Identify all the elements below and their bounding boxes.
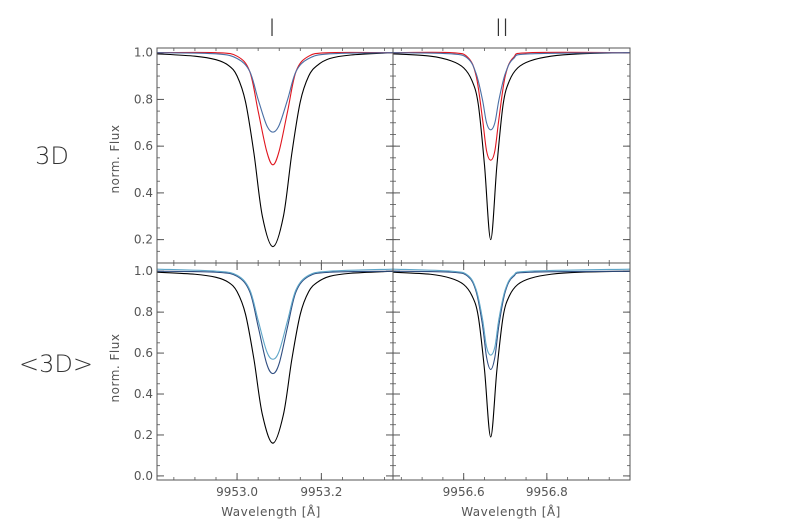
- plot-frame: [392, 262, 631, 481]
- xtick-label: 9956.8: [526, 485, 568, 499]
- line-series-black: [157, 52, 393, 248]
- panel-top-right: [392, 47, 631, 264]
- plot-frame: [392, 47, 631, 264]
- column-title-1: I: [268, 14, 275, 42]
- series-group: [393, 268, 630, 438]
- ytick-label: 0.2: [134, 233, 153, 247]
- row-title-3d: 3D: [35, 142, 69, 170]
- line-series-black: [157, 270, 393, 444]
- column-title-2: II: [495, 14, 509, 42]
- panel-bottom-left: 0.0 0.2 0.4 0.6 0.8 1.0 9953.0 9953.2: [134, 262, 394, 499]
- ytick-label: 1.0: [134, 264, 153, 278]
- xlabel-right: Wavelength [Å]: [461, 504, 561, 519]
- line-series-blue: [157, 52, 393, 133]
- row-title-mean-3d: <3D>: [19, 350, 93, 378]
- line-series-red: [393, 51, 630, 161]
- line-series-red: [157, 51, 393, 166]
- ytick-label: 0.6: [134, 139, 153, 153]
- xlabel-left: Wavelength [Å]: [221, 504, 321, 519]
- ytick-label: 0.8: [134, 305, 153, 319]
- line-series-blue_dark: [157, 270, 393, 375]
- line-series-blue_light: [157, 268, 393, 360]
- series-group: [157, 268, 393, 444]
- line-series-black: [393, 270, 630, 438]
- panel-bottom-right: 9956.6 9956.8: [392, 262, 631, 499]
- series-group: [393, 51, 630, 241]
- ytick-label: 0.6: [134, 346, 153, 360]
- ylabel-top: norm. Flux: [108, 125, 122, 194]
- ytick-label: 0.0: [134, 469, 153, 483]
- panel-top-left: 0.2 0.4 0.6 0.8 1.0: [134, 46, 394, 264]
- ytick-label: 1.0: [134, 46, 153, 60]
- ytick-label: 0.4: [134, 186, 153, 200]
- xtick-label: 9956.6: [443, 485, 485, 499]
- plot-frame: [156, 47, 394, 264]
- series-group: [157, 51, 393, 248]
- xtick-label: 9953.2: [300, 485, 342, 499]
- xtick-label: 9953.0: [216, 485, 258, 499]
- line-series-blue: [393, 52, 630, 131]
- ytick-label: 0.2: [134, 428, 153, 442]
- line-series-blue_light: [393, 268, 630, 356]
- plot-frame: [156, 262, 394, 481]
- ytick-label: 0.4: [134, 387, 153, 401]
- line-series-blue_dark: [393, 270, 630, 371]
- line-series-black: [393, 52, 630, 241]
- ylabel-bottom: norm. Flux: [108, 334, 122, 403]
- ytick-label: 0.8: [134, 92, 153, 106]
